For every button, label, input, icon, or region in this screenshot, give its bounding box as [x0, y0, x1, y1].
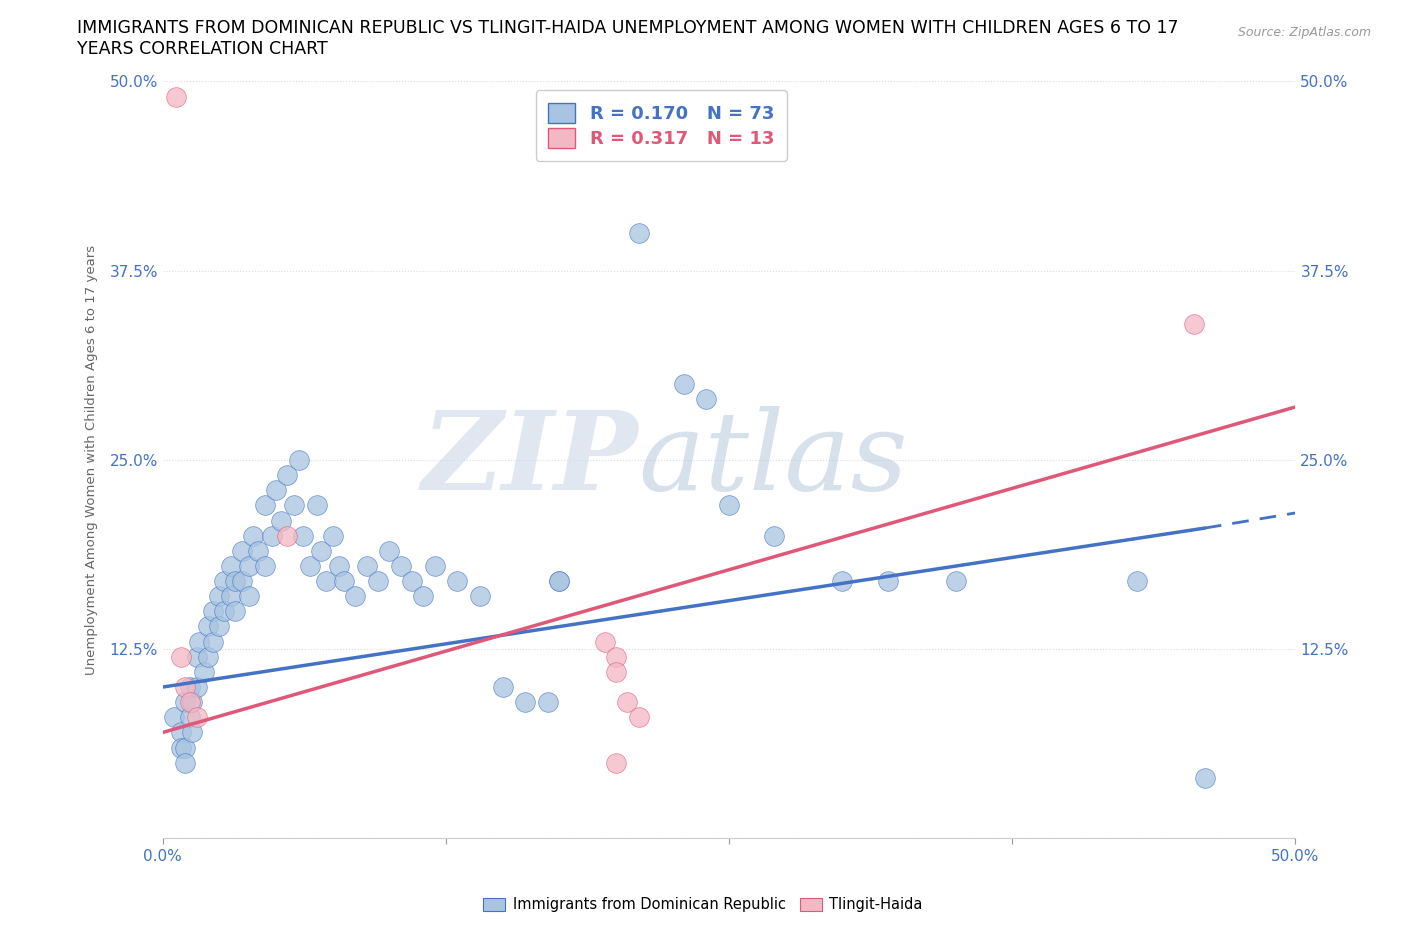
- Point: [212, 604, 235, 618]
- Point: [238, 559, 260, 574]
- Text: atlas: atlas: [638, 406, 908, 513]
- Point: [276, 528, 298, 543]
- Point: [356, 559, 378, 574]
- Point: [163, 710, 186, 724]
- Point: [831, 574, 853, 589]
- Point: [264, 483, 287, 498]
- Point: [201, 604, 224, 618]
- Point: [305, 498, 328, 512]
- Point: [344, 589, 367, 604]
- Point: [287, 453, 309, 468]
- Point: [197, 649, 219, 664]
- Point: [224, 604, 246, 618]
- Point: [246, 543, 269, 558]
- Point: [468, 589, 491, 604]
- Point: [170, 725, 193, 740]
- Point: [1182, 316, 1205, 331]
- Point: [333, 574, 356, 589]
- Point: [181, 725, 204, 740]
- Point: [170, 649, 193, 664]
- Point: [186, 680, 208, 695]
- Point: [253, 498, 276, 512]
- Point: [378, 543, 401, 558]
- Point: [1194, 770, 1216, 785]
- Point: [179, 680, 201, 695]
- Point: [311, 543, 333, 558]
- Point: [695, 392, 717, 406]
- Point: [174, 680, 197, 695]
- Legend: Immigrants from Dominican Republic, Tlingit-Haida: Immigrants from Dominican Republic, Tlin…: [478, 891, 928, 918]
- Point: [208, 619, 231, 634]
- Point: [945, 574, 967, 589]
- Text: ZIP: ZIP: [422, 406, 638, 513]
- Point: [315, 574, 337, 589]
- Point: [165, 89, 187, 104]
- Point: [174, 695, 197, 710]
- Point: [276, 468, 298, 483]
- Point: [446, 574, 468, 589]
- Y-axis label: Unemployment Among Women with Children Ages 6 to 17 years: Unemployment Among Women with Children A…: [86, 245, 98, 675]
- Point: [876, 574, 898, 589]
- Point: [231, 543, 253, 558]
- Point: [186, 710, 208, 724]
- Point: [763, 528, 786, 543]
- Text: Source: ZipAtlas.com: Source: ZipAtlas.com: [1237, 26, 1371, 39]
- Point: [627, 710, 650, 724]
- Point: [605, 755, 627, 770]
- Point: [181, 695, 204, 710]
- Point: [197, 619, 219, 634]
- Text: YEARS CORRELATION CHART: YEARS CORRELATION CHART: [77, 40, 328, 58]
- Point: [593, 634, 616, 649]
- Point: [298, 559, 321, 574]
- Point: [231, 574, 253, 589]
- Point: [186, 649, 208, 664]
- Point: [616, 695, 638, 710]
- Point: [537, 695, 560, 710]
- Point: [212, 574, 235, 589]
- Point: [1126, 574, 1149, 589]
- Point: [174, 740, 197, 755]
- Point: [270, 513, 292, 528]
- Point: [328, 559, 350, 574]
- Point: [283, 498, 305, 512]
- Point: [208, 589, 231, 604]
- Point: [219, 559, 242, 574]
- Point: [193, 664, 215, 679]
- Point: [367, 574, 389, 589]
- Point: [188, 634, 211, 649]
- Point: [224, 574, 246, 589]
- Point: [515, 695, 537, 710]
- Point: [718, 498, 741, 512]
- Legend: R = 0.170   N = 73, R = 0.317   N = 13: R = 0.170 N = 73, R = 0.317 N = 13: [536, 90, 787, 161]
- Point: [627, 225, 650, 240]
- Point: [401, 574, 423, 589]
- Point: [219, 589, 242, 604]
- Point: [174, 755, 197, 770]
- Point: [170, 740, 193, 755]
- Point: [201, 634, 224, 649]
- Point: [491, 680, 513, 695]
- Point: [412, 589, 434, 604]
- Point: [548, 574, 571, 589]
- Point: [389, 559, 412, 574]
- Point: [605, 664, 627, 679]
- Point: [260, 528, 283, 543]
- Point: [672, 377, 695, 392]
- Point: [423, 559, 446, 574]
- Point: [548, 574, 571, 589]
- Point: [179, 695, 201, 710]
- Point: [292, 528, 315, 543]
- Point: [253, 559, 276, 574]
- Text: IMMIGRANTS FROM DOMINICAN REPUBLIC VS TLINGIT-HAIDA UNEMPLOYMENT AMONG WOMEN WIT: IMMIGRANTS FROM DOMINICAN REPUBLIC VS TL…: [77, 19, 1178, 36]
- Point: [322, 528, 344, 543]
- Point: [605, 649, 627, 664]
- Point: [242, 528, 264, 543]
- Point: [179, 710, 201, 724]
- Point: [238, 589, 260, 604]
